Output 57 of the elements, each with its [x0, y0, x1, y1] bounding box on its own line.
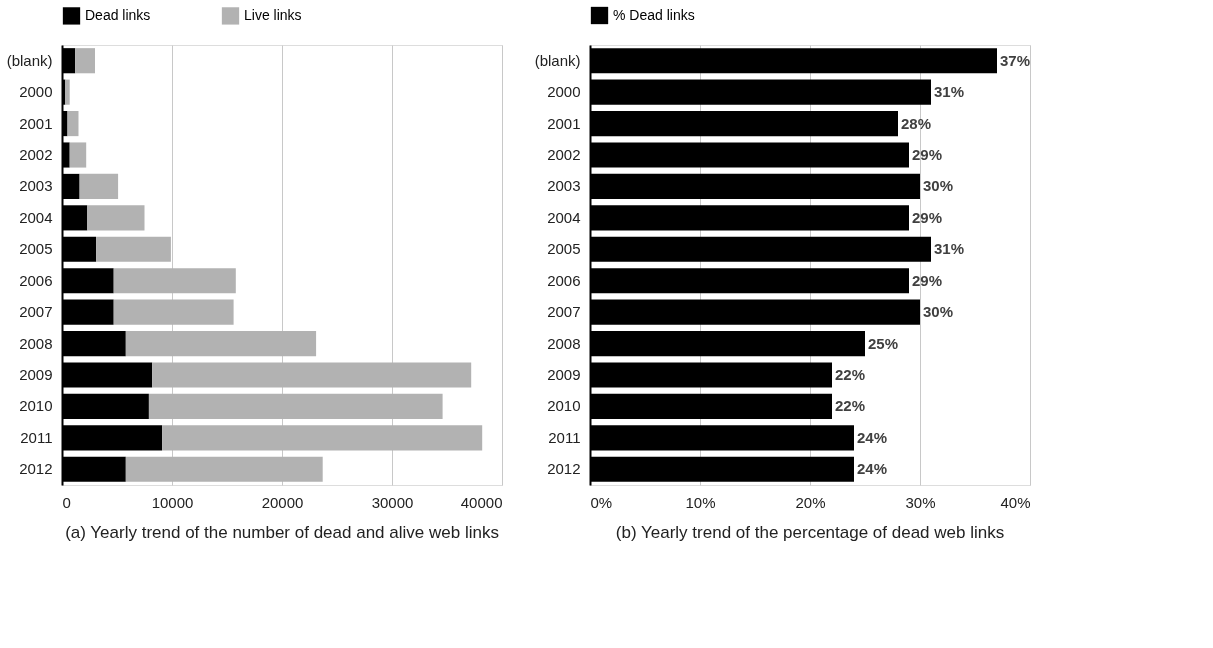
y-tick-label: (blank) [6, 51, 53, 69]
legend-label: Dead links [85, 6, 151, 23]
y-tick-label: 2009 [547, 366, 581, 383]
x-tick-label: 20000 [261, 493, 304, 511]
y-tick-label: 2006 [19, 271, 53, 289]
y-tick-label: 2006 [547, 271, 581, 289]
y-tick-label: 2004 [19, 208, 53, 226]
y-tick-label: 2002 [547, 146, 581, 163]
y-tick-label: 2000 [547, 83, 581, 101]
legend-label: Live links [244, 6, 302, 23]
y-tick-label: 2011 [548, 428, 581, 446]
x-tick-label: 0 [62, 493, 71, 511]
y-tick-label: 2010 [19, 397, 53, 415]
data-label: 25% [868, 334, 899, 352]
y-tick-label: 2008 [547, 334, 581, 352]
x-tick-label: 20% [795, 493, 826, 511]
x-tick-label: 40000 [460, 493, 503, 511]
data-label: 31% [934, 83, 965, 101]
x-tick-label: 40% [1000, 493, 1031, 511]
x-tick-label: 30000 [371, 493, 414, 511]
y-tick-label: 2012 [19, 460, 53, 478]
text: (a) Yearly trend of the number of dead and alive web links [65, 523, 499, 542]
y-tick-label: 2011 [20, 428, 53, 446]
x-tick-label: 10% [685, 493, 716, 511]
y-tick-label: 2010 [547, 397, 581, 415]
data-label: 30% [923, 303, 954, 321]
y-tick-label: 2009 [19, 366, 53, 383]
text: (b) Yearly trend of the percentage of dead web links [615, 523, 1005, 542]
data-label: 29% [912, 271, 943, 289]
data-label: 37% [1000, 51, 1031, 69]
data-label: 22% [835, 366, 866, 383]
data-label: 30% [923, 177, 954, 195]
legend-label: % Dead links [613, 6, 695, 23]
y-tick-label: 2007 [547, 303, 581, 321]
y-tick-label: 2007 [19, 303, 53, 321]
y-tick-label: 2005 [19, 240, 53, 258]
data-label: 28% [901, 114, 932, 132]
y-tick-label: 2008 [19, 334, 53, 352]
y-tick-label: 2005 [547, 240, 581, 258]
data-label: 24% [857, 428, 888, 446]
data-label: 29% [912, 208, 943, 226]
x-tick-label: 0% [590, 493, 613, 511]
data-label: 24% [857, 460, 888, 478]
y-tick-label: 2012 [547, 460, 581, 478]
x-tick-label: 30% [905, 493, 936, 511]
y-tick-label: (blank) [534, 51, 581, 69]
x-tick-label: 10000 [151, 493, 194, 511]
data-label: 31% [934, 240, 965, 258]
y-tick-label: 2001 [547, 114, 581, 132]
y-tick-label: 2004 [547, 208, 581, 226]
y-tick-label: 2003 [19, 177, 53, 195]
y-tick-label: 2001 [19, 114, 53, 132]
y-tick-label: 2000 [19, 83, 53, 101]
data-label: 22% [835, 397, 866, 415]
data-label: 29% [912, 146, 943, 163]
y-tick-label: 2003 [547, 177, 581, 195]
y-tick-label: 2002 [19, 146, 53, 163]
